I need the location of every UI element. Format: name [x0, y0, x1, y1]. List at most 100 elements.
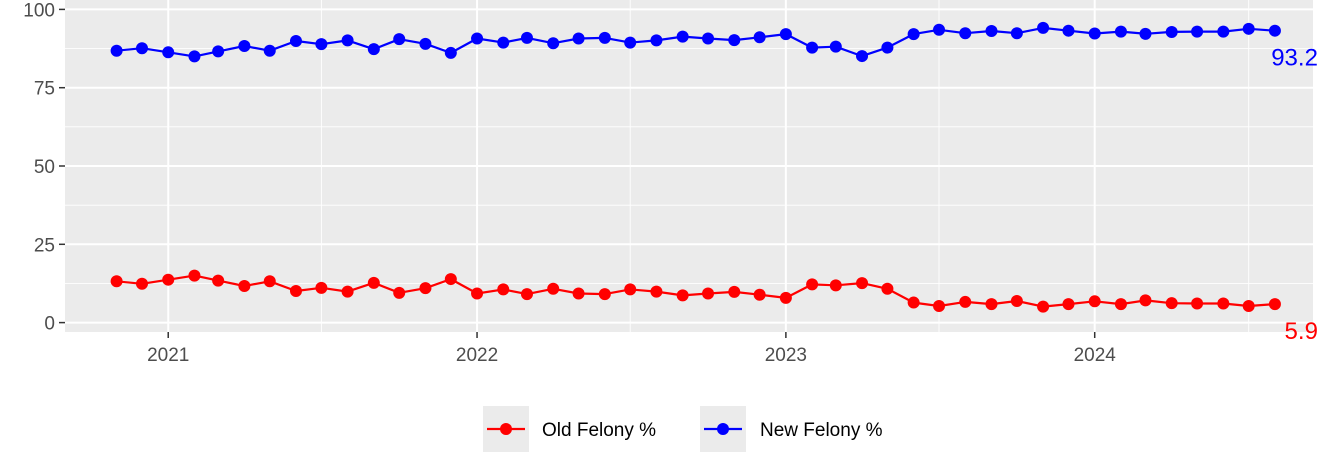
data-point-new-felony: [572, 32, 585, 45]
data-point-new-felony: [497, 36, 510, 49]
data-point-old-felony: [856, 277, 869, 290]
data-point-new-felony: [1088, 27, 1101, 40]
legend: Old Felony % New Felony %: [483, 406, 883, 452]
data-point-old-felony: [1088, 295, 1101, 308]
data-point-old-felony: [341, 285, 354, 298]
data-point-old-felony: [110, 275, 123, 288]
data-point-old-felony: [1165, 297, 1178, 310]
data-point-new-felony: [289, 35, 302, 48]
data-point-old-felony: [315, 281, 328, 294]
end-labels: 5.9 93.2: [1271, 45, 1318, 345]
y-axis: 0 25 50 75 100: [23, 0, 65, 335]
data-point-new-felony: [212, 45, 225, 58]
data-point-new-felony: [881, 41, 894, 54]
data-point-old-felony: [471, 287, 484, 300]
data-point-new-felony: [471, 32, 484, 45]
data-point-new-felony: [933, 23, 946, 36]
data-point-new-felony: [1165, 25, 1178, 38]
data-point-new-felony: [238, 40, 251, 53]
data-point-old-felony: [1217, 297, 1230, 310]
data-point-new-felony: [162, 46, 175, 59]
data-point-old-felony: [753, 288, 766, 301]
data-point-old-felony: [572, 287, 585, 300]
data-point-new-felony: [1191, 25, 1204, 38]
legend-key-point: [500, 423, 512, 435]
data-point-old-felony: [933, 300, 946, 313]
data-point-new-felony: [779, 28, 792, 41]
data-point-new-felony: [444, 46, 457, 59]
data-point-new-felony: [702, 32, 715, 45]
data-point-old-felony: [135, 277, 148, 290]
data-point-new-felony: [985, 25, 998, 38]
data-point-new-felony: [829, 40, 842, 53]
data-point-new-felony: [263, 44, 276, 57]
series-old-felony: [110, 269, 1281, 313]
y-tick-label: 75: [34, 79, 55, 100]
x-tick-label: 2022: [456, 345, 498, 366]
data-point-new-felony: [598, 31, 611, 44]
legend-key-point: [717, 423, 729, 435]
data-point-old-felony: [263, 275, 276, 288]
data-point-new-felony: [753, 31, 766, 44]
legend-label: Old Felony %: [542, 420, 656, 441]
data-point-new-felony: [806, 41, 819, 54]
data-point-old-felony: [419, 282, 432, 295]
legend-label: New Felony %: [760, 420, 883, 441]
data-point-new-felony: [1268, 24, 1281, 37]
series-new-felony: [110, 21, 1281, 63]
data-point-old-felony: [676, 289, 689, 302]
y-tick-label: 100: [23, 0, 55, 21]
data-point-new-felony: [547, 37, 560, 50]
data-point-new-felony: [520, 31, 533, 44]
data-point-old-felony: [806, 278, 819, 291]
data-point-old-felony: [959, 295, 972, 308]
data-point-old-felony: [829, 279, 842, 292]
x-tick-label: 2023: [765, 345, 807, 366]
data-point-old-felony: [728, 285, 741, 298]
y-tick-label: 25: [34, 235, 55, 256]
data-point-old-felony: [1037, 300, 1050, 313]
data-point-old-felony: [779, 291, 792, 304]
data-point-old-felony: [188, 269, 201, 282]
data-point-new-felony: [856, 50, 869, 63]
data-point-new-felony: [315, 38, 328, 51]
series-line-old-felony: [116, 274, 1275, 308]
series-line-new-felony: [116, 26, 1275, 58]
data-point-new-felony: [135, 42, 148, 55]
data-point-new-felony: [188, 50, 201, 63]
data-point-new-felony: [1010, 27, 1023, 40]
data-point-old-felony: [162, 273, 175, 286]
data-point-old-felony: [985, 298, 998, 311]
data-point-new-felony: [728, 34, 741, 47]
data-point-old-felony: [367, 276, 380, 289]
end-label-new-felony: 93.2: [1271, 45, 1318, 72]
data-point-new-felony: [1217, 25, 1230, 38]
data-point-old-felony: [650, 285, 663, 298]
data-point-new-felony: [110, 44, 123, 57]
data-point-old-felony: [238, 279, 251, 292]
data-point-new-felony: [1114, 25, 1127, 38]
x-axis: 2021 2022 2023 2024: [147, 332, 1116, 366]
data-point-old-felony: [598, 288, 611, 301]
data-point-new-felony: [624, 36, 637, 49]
data-point-old-felony: [1191, 297, 1204, 310]
data-point-new-felony: [393, 33, 406, 46]
data-point-old-felony: [1242, 300, 1255, 313]
data-point-old-felony: [289, 284, 302, 297]
data-point-new-felony: [907, 28, 920, 41]
data-point-new-felony: [1139, 27, 1152, 40]
end-label-old-felony: 5.9: [1285, 318, 1318, 345]
data-point-new-felony: [959, 27, 972, 40]
data-point-old-felony: [1010, 294, 1023, 307]
data-point-new-felony: [1062, 24, 1075, 37]
data-point-old-felony: [547, 282, 560, 295]
data-point-old-felony: [1062, 298, 1075, 311]
data-point-old-felony: [1139, 294, 1152, 307]
data-point-new-felony: [1242, 22, 1255, 35]
data-point-new-felony: [341, 34, 354, 47]
data-point-new-felony: [367, 43, 380, 56]
y-tick-label: 0: [44, 314, 55, 335]
data-point-new-felony: [1037, 21, 1050, 34]
y-tick-label: 50: [34, 157, 55, 178]
